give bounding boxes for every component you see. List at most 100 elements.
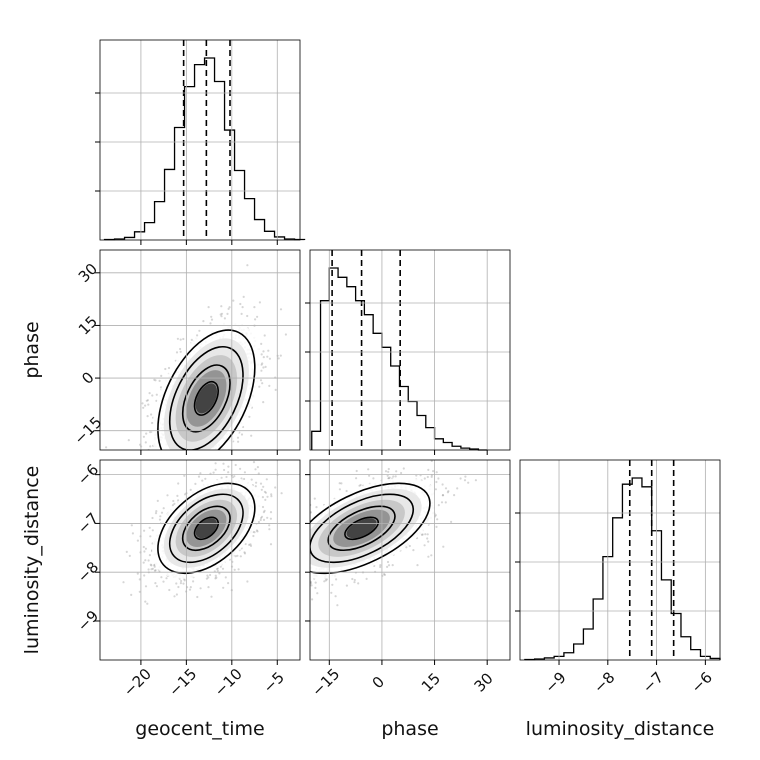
scatter-point xyxy=(260,369,263,372)
scatter-point xyxy=(221,567,225,570)
scatter-point xyxy=(262,356,265,359)
scatter-point xyxy=(147,559,150,562)
scatter-point xyxy=(237,568,240,571)
scatter-point xyxy=(421,533,424,536)
scatter-point xyxy=(345,584,348,587)
scatter-point xyxy=(424,533,427,536)
scatter-point xyxy=(314,586,317,590)
scatter-point xyxy=(166,494,169,497)
scatter-point xyxy=(427,468,430,471)
scatter-point xyxy=(274,388,277,391)
scatter-point xyxy=(207,576,210,579)
scatter-point xyxy=(262,485,265,488)
scatter-point xyxy=(260,342,263,345)
scatter-point xyxy=(249,544,253,548)
scatter-point xyxy=(158,379,161,382)
scatter-point xyxy=(201,479,204,482)
scatter-point xyxy=(149,563,152,566)
scatter-point xyxy=(260,363,263,366)
scatter-point xyxy=(263,509,266,512)
scatter-point xyxy=(353,581,356,584)
scatter-point xyxy=(260,353,263,356)
scatter-point xyxy=(148,526,151,529)
scatter-point xyxy=(130,524,133,527)
scatter-point xyxy=(125,550,128,554)
scatter-point xyxy=(223,468,226,472)
scatter-point xyxy=(196,334,199,337)
scatter-point xyxy=(279,308,283,311)
scatter-point xyxy=(467,481,470,484)
scatter-point xyxy=(459,477,462,480)
scatter-point xyxy=(214,468,217,471)
scatter-point xyxy=(430,475,433,478)
scatter-point xyxy=(260,515,264,518)
scatter-point xyxy=(127,439,130,442)
scatter-point xyxy=(216,567,219,570)
scatter-point xyxy=(220,312,224,315)
scatter-point xyxy=(155,585,158,588)
scatter-point xyxy=(242,295,245,298)
scatter-point xyxy=(435,471,438,474)
scatter-point xyxy=(162,507,165,510)
scatter-point xyxy=(227,471,230,474)
scatter-point xyxy=(463,479,467,482)
scatter-point xyxy=(179,338,182,341)
scatter-point xyxy=(434,488,437,491)
scatter-point xyxy=(263,334,266,337)
density-geocent_time-vs-luminosity_distance xyxy=(122,461,283,605)
density-body xyxy=(122,461,283,605)
scatter-point xyxy=(365,577,368,581)
scatter-point xyxy=(248,543,251,547)
scatter-point xyxy=(416,564,419,567)
scatter-point xyxy=(234,463,237,467)
scatter-point xyxy=(183,578,186,581)
density-fill xyxy=(195,383,217,414)
scatter-point xyxy=(323,580,326,583)
scatter-point xyxy=(250,434,253,437)
contour-line xyxy=(193,516,219,541)
scatter-point xyxy=(194,482,197,485)
scatter-point xyxy=(143,550,146,553)
scatter-point xyxy=(145,399,148,402)
scatter-point xyxy=(314,581,317,584)
scatter-point xyxy=(256,315,259,318)
scatter-point xyxy=(268,524,271,527)
scatter-point xyxy=(358,484,361,487)
scatter-point xyxy=(151,529,154,532)
scatter-point xyxy=(209,322,212,325)
scatter-point xyxy=(384,470,388,473)
scatter-point xyxy=(262,401,265,404)
density-phase-vs-luminosity_distance xyxy=(310,460,477,607)
scatter-point xyxy=(239,467,242,470)
scatter-point xyxy=(351,577,354,581)
scatter-point xyxy=(240,477,243,480)
scatter-point xyxy=(430,554,433,557)
scatter-point xyxy=(440,501,444,504)
scatter-point xyxy=(240,433,244,436)
scatter-point xyxy=(164,367,167,371)
scatter-point xyxy=(420,533,423,536)
scatter-point xyxy=(284,333,287,336)
scatter-point xyxy=(270,493,273,496)
scatter-point xyxy=(359,483,362,487)
scatter-point xyxy=(234,555,237,558)
scatter-point xyxy=(387,470,390,473)
scatter-point xyxy=(151,516,154,520)
scatter-point xyxy=(269,543,273,546)
scatter-point xyxy=(269,517,272,520)
scatter-point xyxy=(153,565,156,568)
scatter-point xyxy=(177,585,180,589)
scatter-point xyxy=(274,486,277,489)
scatter-point xyxy=(243,552,247,555)
scatter-point xyxy=(264,498,267,501)
scatter-point xyxy=(368,474,371,477)
scatter-point xyxy=(131,532,134,535)
density-geocent_time-vs-phase xyxy=(105,264,287,450)
scatter-point xyxy=(257,520,260,524)
scatter-point xyxy=(180,579,183,583)
scatter-point xyxy=(253,306,256,309)
scatter-point xyxy=(154,582,157,585)
scatter-point xyxy=(268,384,271,387)
scatter-point xyxy=(151,567,154,570)
scatter-point xyxy=(160,511,164,514)
